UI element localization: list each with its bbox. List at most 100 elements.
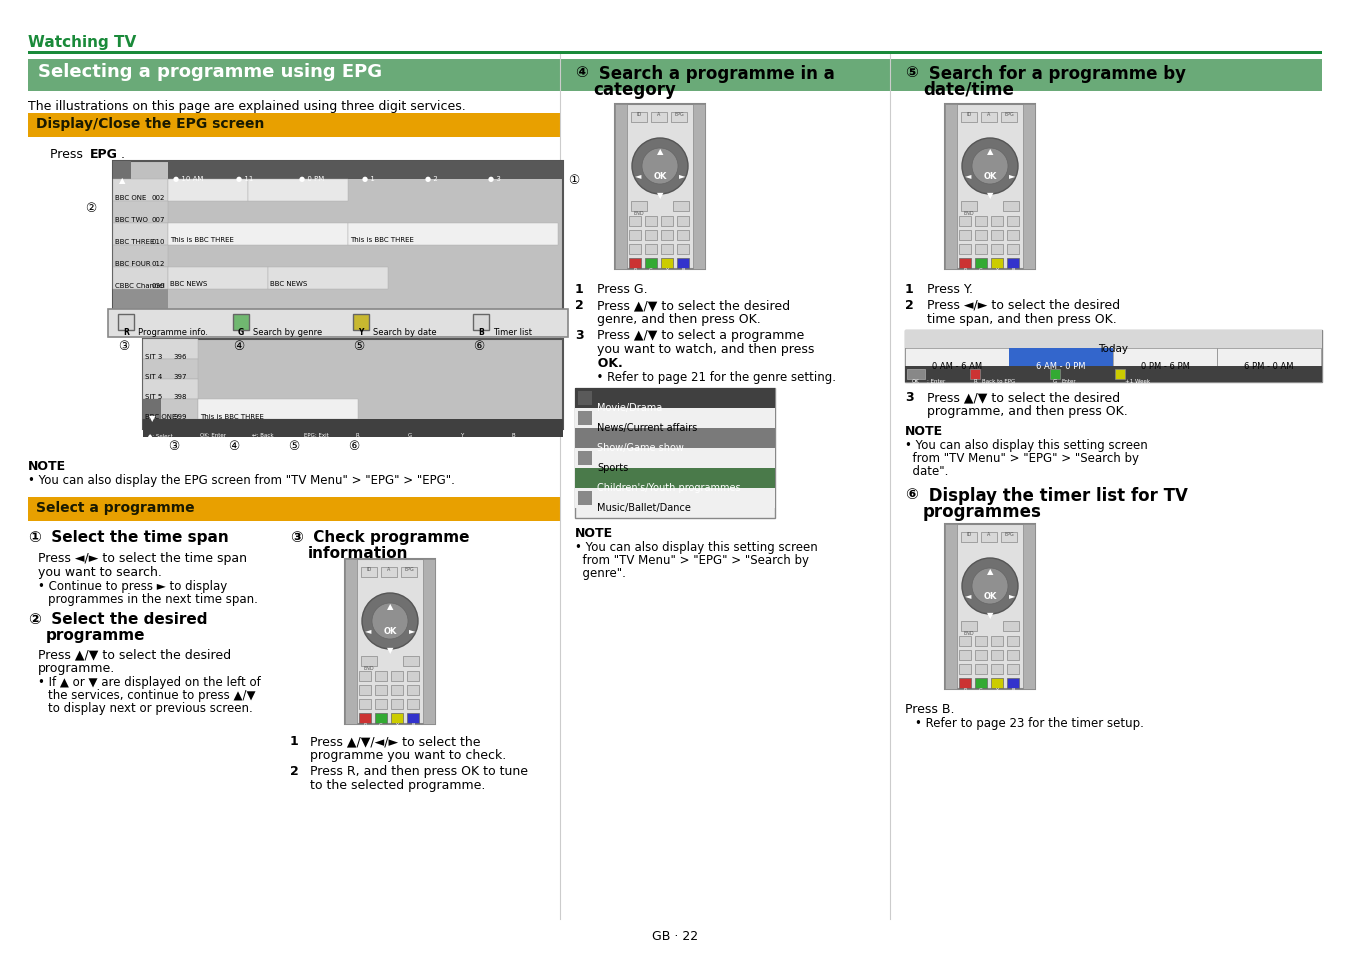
Bar: [975, 650, 987, 660]
Bar: [401, 567, 417, 578]
Text: • Refer to page 23 for the timer setup.: • Refer to page 23 for the timer setup.: [915, 717, 1143, 729]
Bar: [1050, 370, 1060, 379]
Text: ● 3: ● 3: [487, 175, 501, 182]
Circle shape: [963, 558, 1018, 615]
Bar: [360, 567, 377, 578]
Text: .: .: [122, 148, 126, 161]
Bar: [662, 216, 674, 227]
Bar: [346, 559, 356, 724]
Bar: [645, 258, 657, 269]
Text: Watching TV: Watching TV: [28, 35, 136, 50]
Text: ▲: ▲: [656, 147, 663, 156]
Bar: [113, 162, 563, 336]
Bar: [375, 671, 387, 681]
Text: EPG: EPG: [404, 566, 414, 572]
Text: A: A: [657, 112, 660, 117]
Bar: [143, 339, 563, 430]
Bar: [143, 359, 198, 379]
Bar: [108, 310, 568, 337]
Text: from "TV Menu" > "EPG" > "Search by: from "TV Menu" > "EPG" > "Search by: [904, 452, 1139, 464]
Text: information: information: [308, 545, 409, 560]
Text: genre".: genre".: [575, 566, 626, 579]
Bar: [676, 258, 688, 269]
Bar: [575, 429, 775, 449]
Text: ID: ID: [366, 566, 371, 572]
Text: : Enter: : Enter: [927, 378, 945, 384]
Text: programme: programme: [46, 627, 146, 642]
Text: Press: Press: [50, 148, 86, 161]
Text: ►: ►: [679, 171, 686, 180]
Bar: [578, 412, 593, 426]
Text: ►: ►: [1008, 590, 1015, 599]
Text: programme you want to check.: programme you want to check.: [302, 748, 506, 761]
Text: the services, continue to press ▲/▼: the services, continue to press ▲/▼: [49, 688, 255, 701]
Text: BBC TWO: BBC TWO: [115, 216, 148, 223]
Text: This is BBC THREE: This is BBC THREE: [170, 236, 234, 243]
Text: 3: 3: [575, 329, 583, 341]
Text: 2: 2: [575, 298, 583, 312]
Text: you want to watch, and then press: you want to watch, and then press: [589, 343, 814, 355]
Text: programme.: programme.: [38, 661, 115, 675]
Text: SIT 3: SIT 3: [144, 354, 162, 359]
Bar: [630, 112, 647, 123]
Text: ● 1: ● 1: [362, 175, 375, 182]
Bar: [28, 497, 560, 521]
Text: News/Current affairs: News/Current affairs: [597, 422, 697, 433]
Text: genre, and then press OK.: genre, and then press OK.: [589, 313, 761, 326]
Bar: [676, 231, 688, 241]
Bar: [143, 399, 161, 419]
Text: 3: 3: [904, 391, 914, 403]
Text: ⑥: ⑥: [348, 439, 359, 453]
Bar: [961, 621, 977, 631]
Bar: [958, 679, 971, 688]
Bar: [616, 105, 626, 270]
Bar: [392, 713, 404, 723]
Bar: [662, 231, 674, 241]
Bar: [662, 258, 674, 269]
Text: ▼: ▼: [987, 191, 994, 200]
Text: Select the time span: Select the time span: [46, 530, 228, 544]
Text: programmes: programmes: [923, 502, 1042, 520]
Text: 012: 012: [151, 261, 165, 267]
Text: ◄: ◄: [965, 171, 971, 180]
Bar: [651, 112, 667, 123]
Bar: [991, 664, 1003, 675]
Bar: [167, 268, 269, 290]
Text: BBC NEWS: BBC NEWS: [170, 281, 208, 287]
Text: CBBC Channel: CBBC Channel: [115, 283, 165, 289]
Bar: [961, 202, 977, 212]
Text: B: B: [1011, 268, 1015, 273]
Text: SIT 5: SIT 5: [144, 394, 162, 399]
Bar: [904, 349, 1008, 367]
Text: Search by date: Search by date: [373, 328, 436, 336]
Text: EPG: EPG: [1004, 112, 1014, 117]
Text: to display next or previous screen.: to display next or previous screen.: [49, 701, 252, 714]
Bar: [167, 180, 248, 202]
Text: NOTE: NOTE: [28, 459, 66, 473]
Text: Press ◄/► to select the time span: Press ◄/► to select the time span: [38, 552, 247, 564]
Bar: [575, 449, 775, 469]
Bar: [578, 432, 593, 446]
Text: G: G: [649, 268, 653, 273]
Text: ►: ►: [409, 625, 416, 635]
Text: ④: ④: [234, 339, 244, 353]
Text: G: G: [379, 722, 383, 727]
Text: A: A: [387, 566, 390, 572]
Text: Press ▲/▼ to select the desired: Press ▲/▼ to select the desired: [589, 298, 790, 312]
Bar: [945, 105, 957, 270]
Bar: [248, 180, 348, 202]
Text: 0 AM - 6 AM: 0 AM - 6 AM: [931, 361, 981, 371]
Text: ● 0 PM: ● 0 PM: [298, 175, 324, 182]
Text: EPG: EPG: [1004, 532, 1014, 537]
Text: Press R, and then press OK to tune: Press R, and then press OK to tune: [302, 764, 528, 778]
Text: • If ▲ or ▼ are displayed on the left of: • If ▲ or ▼ are displayed on the left of: [38, 676, 261, 688]
Text: Press ◄/► to select the desired: Press ◄/► to select the desired: [919, 298, 1120, 312]
Bar: [1112, 349, 1216, 367]
Text: 1: 1: [290, 734, 298, 747]
Text: END: END: [363, 665, 374, 670]
Text: OK: OK: [983, 592, 996, 600]
Bar: [981, 112, 998, 123]
Bar: [359, 713, 371, 723]
Text: ③: ③: [117, 339, 130, 353]
Bar: [1216, 349, 1322, 367]
